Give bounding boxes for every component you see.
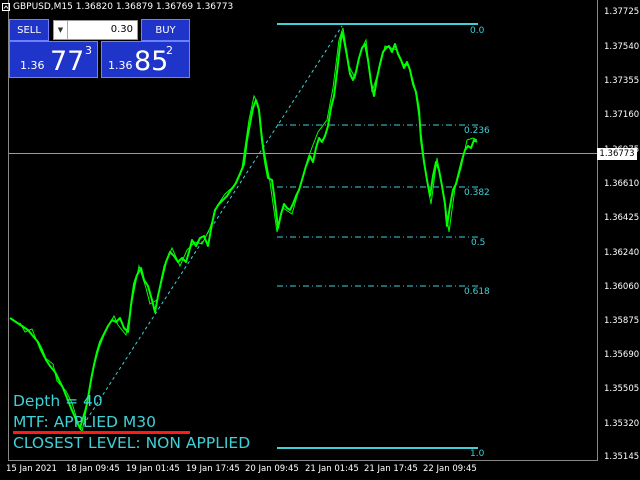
y-tick: 1.37355 — [604, 76, 640, 86]
buy-price-fraction: 2 — [166, 44, 173, 57]
fib-label-0618: 0.618 — [464, 287, 490, 297]
y-tick: 1.35145 — [604, 452, 640, 462]
y-tick: 1.35320 — [604, 419, 640, 429]
y-tick: 1.36240 — [604, 248, 640, 258]
x-tick: 19 Jan 17:45 — [186, 464, 240, 474]
current-price-label: 1.36773 — [597, 148, 637, 160]
mtf-text: MTF: APPLIED M30 — [13, 413, 156, 431]
fib-label-1: 1.0 — [470, 449, 485, 459]
lot-value: 0.30 — [110, 24, 133, 35]
fib-label-0: 0.0 — [470, 26, 485, 36]
price-series — [9, 31, 478, 429]
chart-title: GBPUSD,M15 1.36820 1.36879 1.36769 1.367… — [2, 2, 233, 12]
sell-price-box[interactable]: 1.36 77 3 — [9, 41, 98, 78]
y-tick: 1.35690 — [604, 350, 640, 360]
chart-window-icon — [2, 3, 10, 11]
price-series-noise — [19, 27, 478, 434]
lot-size-input[interactable]: ▼ 0.30 — [53, 20, 138, 40]
y-tick: 1.36425 — [604, 213, 640, 223]
x-tick: 15 Jan 2021 — [6, 464, 57, 474]
x-tick: 21 Jan 17:45 — [364, 464, 418, 474]
y-tick: 1.36610 — [604, 179, 640, 189]
depth-text: Depth = 40 — [13, 392, 103, 410]
buy-price-pips: 85 — [134, 46, 169, 77]
y-tick: 1.37160 — [604, 110, 640, 120]
y-tick: 1.37725 — [604, 7, 640, 17]
fib-label-0236: 0.236 — [464, 126, 490, 136]
x-tick: 20 Jan 09:45 — [245, 464, 299, 474]
sell-price-prefix: 1.36 — [20, 59, 45, 72]
x-tick: 21 Jan 01:45 — [305, 464, 359, 474]
closest-level-text: CLOSEST LEVEL: NON APPLIED — [13, 434, 251, 452]
mtf-underline — [13, 431, 190, 434]
buy-price-prefix: 1.36 — [108, 59, 133, 72]
symbol-info: GBPUSD,M15 1.36820 1.36879 1.36769 1.367… — [13, 2, 234, 12]
y-tick: 1.37540 — [604, 42, 640, 52]
sell-price-pips: 77 — [50, 46, 85, 77]
x-tick: 18 Jan 09:45 — [66, 464, 120, 474]
y-tick: 1.36060 — [604, 282, 640, 292]
x-tick: 19 Jan 01:45 — [126, 464, 180, 474]
sell-button[interactable]: SELL — [9, 19, 49, 41]
fib-label-05: 0.5 — [471, 238, 486, 248]
buy-price-box[interactable]: 1.36 85 2 — [101, 41, 190, 78]
one-click-trading-panel: SELL ▼ 0.30 BUY 1.36 77 3 1.36 85 2 — [9, 19, 190, 78]
price-axis[interactable]: 1.37725 1.37540 1.37355 1.37160 1.36975 … — [598, 0, 640, 480]
y-tick: 1.35875 — [604, 316, 640, 326]
lot-spin-down-icon[interactable]: ▼ — [54, 21, 68, 39]
x-tick: 22 Jan 09:45 — [423, 464, 477, 474]
fib-label-0382: 0.382 — [464, 188, 490, 198]
sell-price-fraction: 3 — [85, 44, 92, 57]
buy-button[interactable]: BUY — [141, 19, 190, 41]
y-tick: 1.35505 — [604, 384, 640, 394]
